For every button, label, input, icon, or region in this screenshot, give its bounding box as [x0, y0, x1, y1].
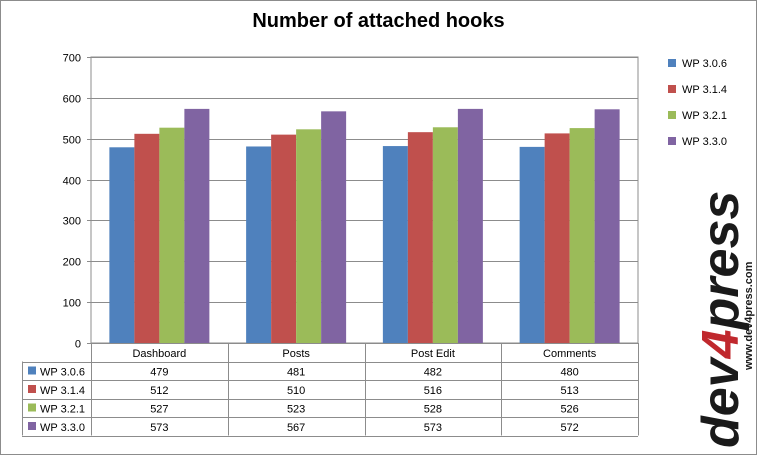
- table-cell-value: 513: [560, 385, 578, 397]
- y-tick-label: 400: [63, 176, 81, 188]
- bar: [184, 108, 210, 343]
- bar: [296, 129, 322, 343]
- legend-item: WP 3.0.6: [668, 58, 727, 72]
- table-cell-value: 526: [560, 404, 578, 416]
- table-series-name: WP 3.2.1: [40, 404, 85, 416]
- table-cell-value: 481: [287, 367, 305, 379]
- bar: [134, 133, 160, 343]
- table-cell-value: 516: [424, 385, 442, 397]
- bar: [519, 146, 545, 343]
- y-tick-label: 100: [63, 298, 81, 310]
- bar: [159, 127, 185, 343]
- bar: [457, 108, 483, 343]
- bar: [109, 147, 135, 343]
- bar: [594, 109, 620, 343]
- legend-item: WP 3.3.0: [668, 136, 727, 150]
- table-cell-value: 567: [287, 422, 305, 434]
- table-cell-value: 510: [287, 385, 305, 397]
- table-series-name: WP 3.1.4: [40, 385, 85, 397]
- y-axis: 0 100 200 300 400 500 600 700: [63, 53, 91, 351]
- table-cell-value: 573: [150, 422, 168, 434]
- table-cell-value: 573: [424, 422, 442, 434]
- table-cell-value: 528: [424, 404, 442, 416]
- y-tick-label: 500: [63, 135, 81, 147]
- y-tick-label: 0: [75, 339, 81, 351]
- bar: [544, 133, 570, 343]
- y-tick-label: 600: [63, 94, 81, 106]
- bar: [382, 146, 408, 343]
- table-cell-value: 482: [424, 367, 442, 379]
- bar: [407, 132, 433, 343]
- table-cell-value: 572: [560, 422, 578, 434]
- bar: [246, 146, 272, 343]
- category-label: Comments: [543, 348, 597, 360]
- logo-brand-text: dev4press: [692, 191, 750, 448]
- category-label: Posts: [282, 348, 310, 360]
- legend-label: WP 3.2.1: [682, 110, 728, 122]
- y-tick-label: 700: [63, 53, 81, 65]
- table-cell-value: 479: [150, 367, 168, 379]
- table-legend-swatch: [28, 403, 36, 412]
- category-label: Post Edit: [411, 348, 455, 360]
- table-series-name: WP 3.3.0: [40, 422, 85, 434]
- legend-item: WP 3.2.1: [668, 110, 727, 124]
- table-cell-value: 512: [150, 385, 168, 397]
- table-cell-value: 527: [150, 404, 168, 416]
- legend-label: WP 3.0.6: [682, 58, 728, 70]
- data-table: Dashboard Posts Post Edit Comments WP 3.0.6 4…: [22, 343, 639, 437]
- y-tick-label: 200: [63, 257, 81, 269]
- y-tick-label: 300: [63, 216, 81, 228]
- bar: [271, 134, 297, 343]
- legend-swatch: [668, 111, 676, 120]
- bar: [569, 128, 595, 343]
- table-legend-swatch: [28, 422, 36, 430]
- bar: [321, 111, 347, 343]
- chart-title: Number of attached hooks: [252, 10, 505, 32]
- category-label: Dashboard: [132, 348, 186, 360]
- bar: [432, 127, 458, 343]
- table-legend-swatch: [28, 366, 36, 375]
- table-legend-swatch: [28, 385, 36, 393]
- legend-label: WP 3.3.0: [682, 136, 728, 148]
- bars: [109, 108, 620, 343]
- table-cell-value: 523: [287, 404, 305, 416]
- legend-swatch: [668, 85, 676, 94]
- table-series-name: WP 3.0.6: [40, 367, 85, 379]
- legend-item: WP 3.1.4: [668, 84, 727, 98]
- logo-url-text: www.dev4press.com: [743, 261, 755, 371]
- legend-swatch: [668, 59, 676, 68]
- dev4press-logo: dev4press www.dev4press.com: [692, 191, 755, 448]
- legend-label: WP 3.1.4: [682, 84, 728, 96]
- table-cell-value: 480: [560, 367, 578, 379]
- legend-swatch: [668, 137, 676, 146]
